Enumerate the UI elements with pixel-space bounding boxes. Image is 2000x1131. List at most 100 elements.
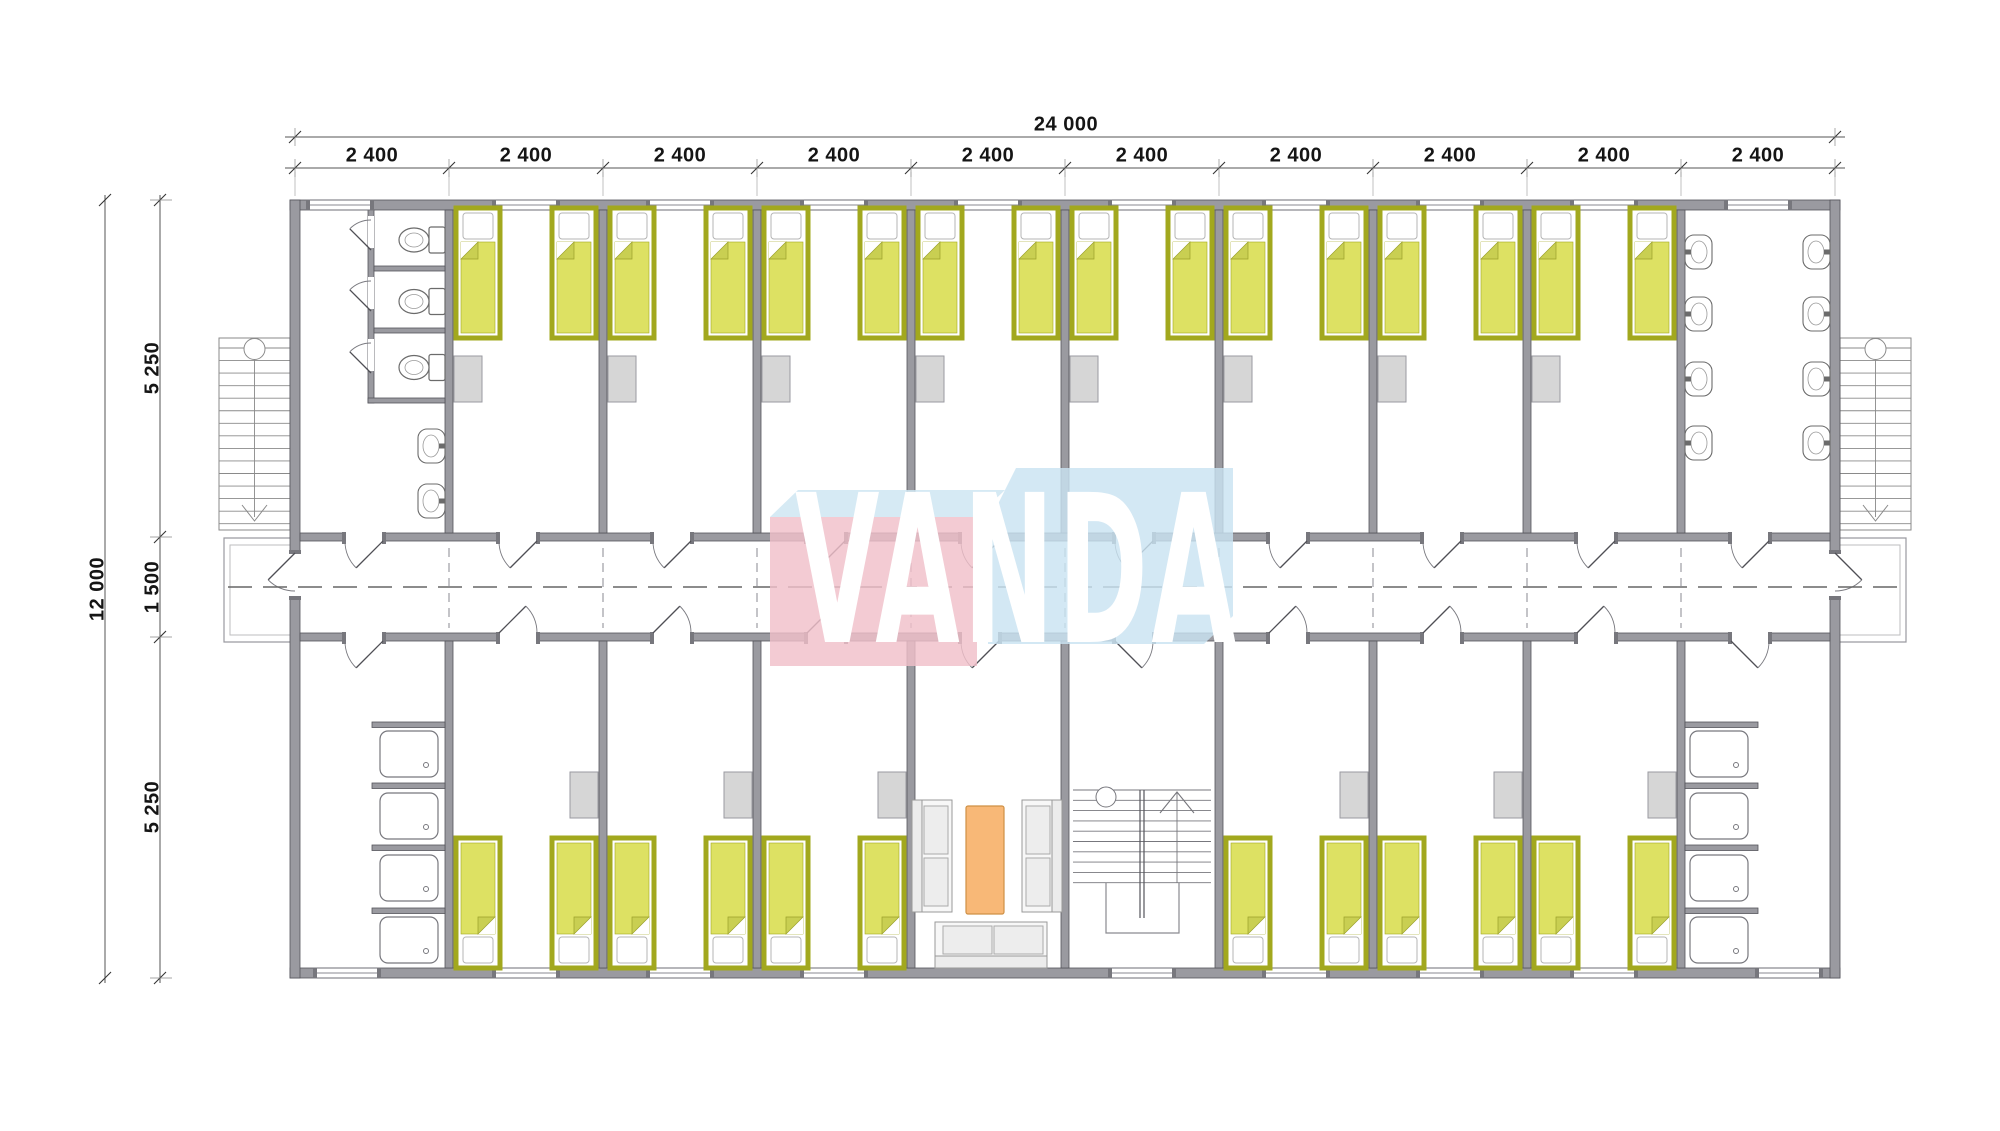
bed-pillow bbox=[1020, 212, 1052, 240]
door-jamb bbox=[1768, 632, 1772, 644]
armchair-back bbox=[911, 799, 923, 913]
window-jamb bbox=[1108, 967, 1112, 979]
bed-pillow bbox=[866, 212, 898, 240]
bed-symbol bbox=[1223, 835, 1273, 971]
window-symbol bbox=[492, 967, 560, 979]
bed-symbol bbox=[1165, 205, 1215, 341]
bed-fold-flap bbox=[768, 241, 787, 260]
door-jamb bbox=[1574, 532, 1578, 544]
door-opening bbox=[1829, 553, 1841, 597]
shower-drain bbox=[1733, 886, 1739, 892]
bed-symbol bbox=[453, 835, 503, 971]
shower-tray-symbol bbox=[379, 916, 439, 964]
door-leaf bbox=[349, 289, 372, 312]
door-opening bbox=[1731, 532, 1769, 544]
watermark-pink-box bbox=[770, 517, 977, 666]
window-symbol bbox=[1755, 967, 1823, 979]
door-jamb bbox=[690, 632, 694, 644]
partition-wall-bottom bbox=[444, 640, 454, 969]
bed-fold-flap bbox=[1555, 916, 1574, 935]
sink-tap bbox=[1824, 249, 1830, 255]
bed-symbol bbox=[1223, 205, 1273, 341]
bed-pillow bbox=[616, 936, 648, 964]
window-jamb bbox=[1262, 967, 1266, 979]
dim-tick bbox=[98, 971, 112, 985]
door-jamb bbox=[496, 632, 500, 644]
shower-tray-symbol bbox=[1689, 916, 1749, 964]
window-jamb bbox=[1634, 199, 1638, 211]
door-opening bbox=[1577, 532, 1615, 544]
door-jamb bbox=[650, 632, 654, 644]
door-swing-arc bbox=[1449, 605, 1462, 634]
window-jamb bbox=[1755, 967, 1759, 979]
toilet-bowl bbox=[398, 288, 430, 315]
sink-symbol bbox=[1802, 425, 1831, 461]
window-symbol bbox=[1416, 199, 1484, 211]
door-opening bbox=[345, 532, 383, 544]
door-symbol bbox=[652, 605, 692, 634]
door-opening bbox=[961, 532, 999, 544]
window-jamb bbox=[377, 967, 381, 979]
door-swing-arc bbox=[1834, 579, 1863, 592]
bed-symbol bbox=[1627, 835, 1677, 971]
window-jamb bbox=[1819, 967, 1823, 979]
toilet-symbol bbox=[398, 353, 446, 382]
wardrobe-symbol bbox=[761, 355, 791, 403]
wardrobe-symbol bbox=[877, 771, 907, 819]
bed-fold-flap bbox=[1401, 916, 1420, 935]
window-jamb bbox=[492, 967, 496, 979]
shower-divider-wall bbox=[1684, 721, 1759, 728]
door-leaf bbox=[1433, 540, 1462, 569]
bed-fold-flap bbox=[614, 241, 633, 260]
bed-pillow bbox=[462, 212, 494, 240]
bed-symbol bbox=[761, 205, 811, 341]
bed-symbol bbox=[1531, 205, 1581, 341]
sink-symbol bbox=[1802, 361, 1831, 397]
door-leaf bbox=[1422, 605, 1451, 634]
door-leaf bbox=[349, 351, 372, 374]
armchair-back bbox=[1051, 799, 1063, 913]
shower-drain bbox=[423, 948, 429, 954]
shower-tray bbox=[1689, 916, 1749, 964]
window-symbol bbox=[954, 199, 1022, 211]
window-symbol bbox=[1570, 967, 1638, 979]
sofa-cushion bbox=[993, 925, 1044, 955]
bed-fold-flap bbox=[1172, 241, 1191, 260]
window-jamb bbox=[1724, 199, 1728, 211]
fixtures bbox=[349, 205, 1831, 971]
door-leaf bbox=[355, 640, 384, 669]
shower-tray-symbol bbox=[379, 854, 439, 902]
bed-pillow bbox=[1540, 212, 1572, 240]
bed-fold-flap bbox=[1247, 916, 1266, 935]
door-symbol bbox=[652, 540, 692, 569]
door-swing-arc bbox=[679, 605, 692, 634]
partition-wall-bottom bbox=[752, 640, 762, 969]
bed-fold-flap bbox=[1480, 241, 1499, 260]
window-jamb bbox=[1326, 967, 1330, 979]
toilet-symbol bbox=[398, 287, 446, 316]
sink-symbol bbox=[1684, 296, 1713, 332]
watermark-pink-box-top bbox=[770, 490, 1005, 517]
door-jamb bbox=[1460, 532, 1464, 544]
wardrobe-symbol bbox=[607, 355, 637, 403]
door-jamb bbox=[1574, 632, 1578, 644]
wardrobe-symbol bbox=[915, 355, 945, 403]
wardrobe-symbol bbox=[1223, 355, 1253, 403]
bed-fold-flap bbox=[922, 241, 941, 260]
bed-symbol bbox=[915, 205, 965, 341]
door-opening bbox=[1269, 532, 1307, 544]
door-jamb bbox=[1614, 532, 1618, 544]
bed-pillow bbox=[558, 936, 590, 964]
wardrobe-symbol bbox=[1069, 355, 1099, 403]
window-jamb bbox=[1634, 967, 1638, 979]
shower-divider-wall bbox=[1684, 907, 1759, 914]
bed-pillow bbox=[924, 212, 956, 240]
partition-wall-top bbox=[598, 209, 608, 534]
door-swing-arc bbox=[344, 640, 357, 669]
door-leaf bbox=[1730, 640, 1759, 669]
door-jamb bbox=[496, 532, 500, 544]
door-opening bbox=[345, 632, 383, 644]
door-jamb bbox=[342, 632, 346, 644]
window-jamb bbox=[492, 199, 496, 211]
